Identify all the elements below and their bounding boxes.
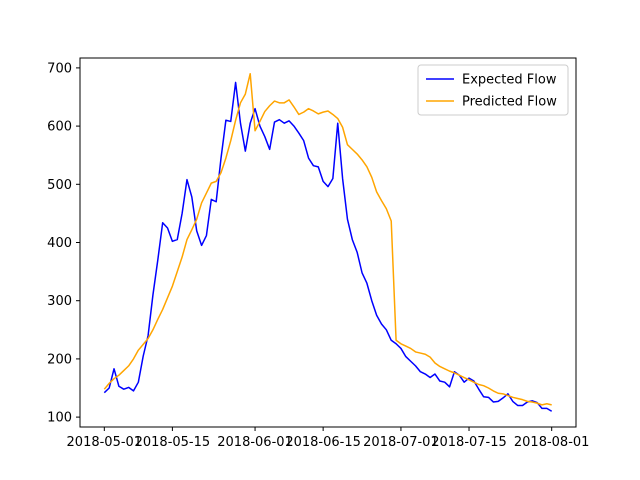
series-layer xyxy=(103,72,553,412)
legend-box xyxy=(417,64,569,116)
y-tick-label: 300 xyxy=(47,294,72,309)
x-tick-label: 2018-08-01 xyxy=(514,435,590,450)
legend-label-predicted-flow: Predicted Flow xyxy=(462,95,557,110)
y-tick-label: 200 xyxy=(47,352,72,367)
x-tick-label: 2018-05-01 xyxy=(67,435,143,450)
legend: Expected Flow Predicted Flow xyxy=(417,64,569,116)
y-tick-label: 700 xyxy=(47,61,72,76)
legend-label-expected-flow: Expected Flow xyxy=(462,73,557,88)
y-tick-label: 500 xyxy=(47,178,72,193)
y-tick-label: 400 xyxy=(47,236,72,251)
y-tick-label: 600 xyxy=(47,120,72,135)
x-tick-label: 2018-05-15 xyxy=(135,435,211,450)
series-line-predicted-flow xyxy=(103,72,552,406)
x-tick-label: 2018-06-01 xyxy=(217,435,293,450)
x-tick-label: 2018-07-15 xyxy=(431,435,507,450)
series-line-expected-flow xyxy=(103,81,553,412)
x-tick-label: 2018-07-01 xyxy=(363,435,439,450)
y-axis: 100 200 300 400 500 600 700 xyxy=(47,61,80,426)
x-tick-label: 2018-06-15 xyxy=(285,435,361,450)
y-tick-label: 100 xyxy=(47,411,72,426)
